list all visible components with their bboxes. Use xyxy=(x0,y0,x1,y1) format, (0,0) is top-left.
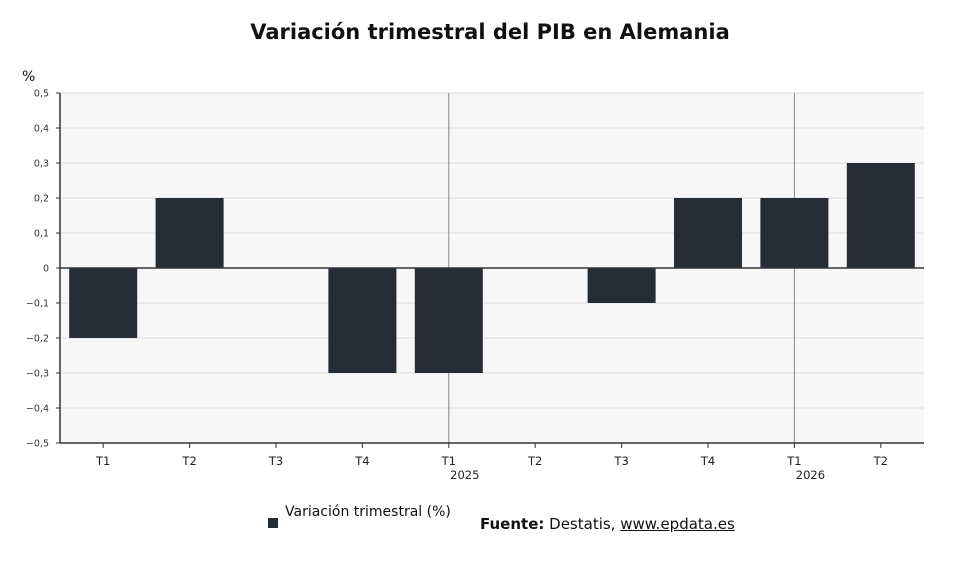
source-link[interactable]: www.epdata.es xyxy=(620,515,735,533)
y-tick-label: 0,5 xyxy=(34,89,49,100)
y-tick-label: −0,3 xyxy=(26,369,49,380)
x-tick-label: T2 xyxy=(181,454,196,468)
y-tick-label: 0 xyxy=(43,264,49,275)
x-tick-label: T1 xyxy=(441,454,456,468)
x-tick-label: T4 xyxy=(700,454,715,468)
y-tick-label: −0,1 xyxy=(26,299,49,310)
bar[interactable] xyxy=(674,198,742,268)
x-tick-label: T3 xyxy=(613,454,628,468)
x-tick-label: T1 xyxy=(786,454,801,468)
y-tick-label: 0,3 xyxy=(34,159,49,170)
chart-title: Variación trimestral del PIB en Alemania xyxy=(250,20,730,44)
bar[interactable] xyxy=(155,198,224,268)
x-tick-label: T4 xyxy=(354,454,369,468)
y-tick-label: 0,4 xyxy=(34,124,49,135)
x-tick-label: T2 xyxy=(873,454,888,468)
bar[interactable] xyxy=(414,268,483,373)
y-tick-label: −0,2 xyxy=(26,334,49,345)
x-tick-label: T2 xyxy=(527,454,542,468)
bar[interactable] xyxy=(587,268,656,303)
bar[interactable] xyxy=(328,268,397,373)
bar[interactable] xyxy=(846,163,915,268)
y-axis-unit-label: % xyxy=(22,69,35,85)
x-tick-label: T3 xyxy=(268,454,283,468)
y-tick-label: 0,2 xyxy=(34,194,49,205)
y-tick-label: 0,1 xyxy=(34,229,49,240)
bar[interactable] xyxy=(69,268,138,338)
source-credit: Fuente: Destatis, www.epdata.es xyxy=(480,515,735,533)
x-tick-label: T1 xyxy=(95,454,110,468)
source-text: Destatis, xyxy=(549,515,616,533)
legend-label: Variación trimestral (%) xyxy=(285,504,451,520)
y-tick-label: −0,4 xyxy=(26,404,49,415)
bar[interactable] xyxy=(760,198,829,268)
source-label: Fuente: xyxy=(480,515,545,533)
legend-swatch xyxy=(268,518,278,528)
x-year-label: 2026 xyxy=(796,468,825,482)
x-year-label: 2025 xyxy=(450,468,479,482)
y-tick-label: −0,5 xyxy=(26,439,49,450)
